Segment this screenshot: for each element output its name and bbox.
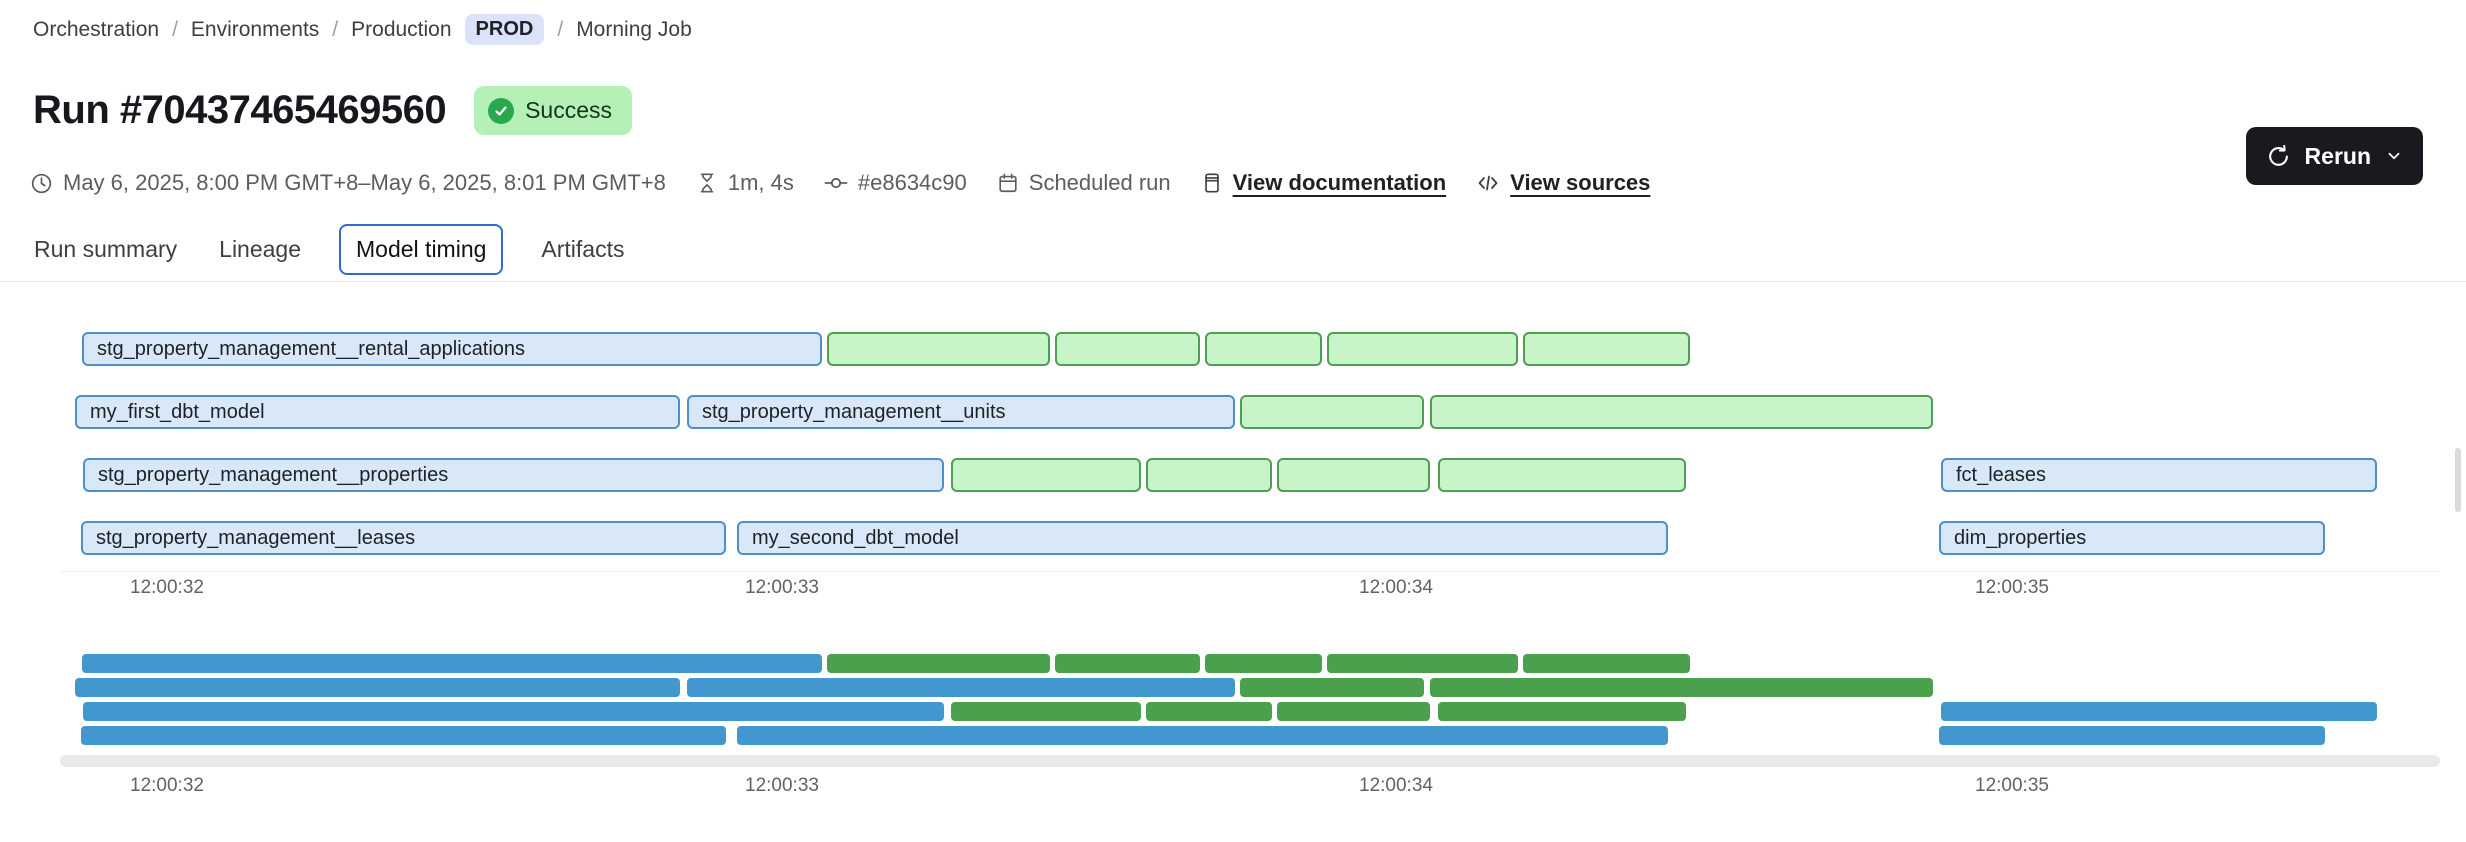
time-tick-label: 12:00:33: [745, 577, 819, 598]
gantt-bar-label: my_second_dbt_model: [752, 526, 959, 549]
time-tick-label: 12:00:35: [1975, 775, 2049, 796]
view-documentation-link[interactable]: View documentation: [1201, 170, 1446, 196]
minimap-bar: [1240, 678, 1424, 697]
minimap-bar: [951, 702, 1141, 721]
minimap-bar: [737, 726, 1668, 745]
gantt-bar-label: my_first_dbt_model: [90, 400, 265, 423]
gantt-bar[interactable]: [951, 458, 1141, 492]
gantt-bar[interactable]: [1146, 458, 1272, 492]
minimap-bar: [1055, 654, 1200, 673]
minimap-bar: [1438, 702, 1686, 721]
minimap-bar: [1146, 702, 1272, 721]
breadcrumb-production[interactable]: Production: [351, 17, 452, 41]
gantt-bar-label: stg_property_management__leases: [96, 526, 416, 549]
minimap-bar: [687, 678, 1235, 697]
minimap-bar: [82, 654, 822, 673]
gantt-bar-label: stg_property_management__properties: [98, 463, 449, 486]
refresh-icon: [2266, 144, 2291, 169]
gantt-bar-label: fct_leases: [1956, 463, 2047, 486]
gantt-bar-label: stg_property_management__rental_applicat…: [97, 337, 526, 360]
breadcrumb-environments[interactable]: Environments: [190, 17, 320, 41]
check-icon: [488, 97, 515, 124]
gantt-bar[interactable]: [1438, 458, 1686, 492]
clock-icon: [30, 172, 53, 195]
gantt-bar[interactable]: [827, 332, 1050, 366]
tab-lineage[interactable]: Lineage: [219, 236, 302, 262]
run-commit: #e8634c90: [824, 170, 967, 196]
commit-icon: [824, 171, 848, 195]
time-tick-label: 12:00:34: [1359, 775, 1433, 796]
status-label: Success: [525, 97, 612, 123]
gantt-axis-line: [60, 571, 2440, 572]
minimap-bar: [83, 702, 944, 721]
minimap-bar: [1430, 678, 1933, 697]
status-badge: Success: [474, 86, 632, 135]
calendar-icon: [997, 172, 1019, 194]
tab-bar-divider: [0, 281, 2466, 282]
code-icon: [1476, 171, 1500, 195]
minimap-bar: [1205, 654, 1322, 673]
minimap-bar: [827, 654, 1050, 673]
run-meta-row: May 6, 2025, 8:00 PM GMT+8–May 6, 2025, …: [30, 170, 1650, 196]
gantt-bar-label: stg_property_management__units: [702, 400, 1006, 423]
minimap-bar: [1327, 654, 1518, 673]
breadcrumb-separator: /: [332, 17, 339, 41]
run-time-range: May 6, 2025, 8:00 PM GMT+8–May 6, 2025, …: [30, 170, 666, 196]
minimap-bar: [81, 726, 726, 745]
breadcrumb-separator: /: [557, 17, 564, 41]
run-header: Run #70437465469560 Success: [33, 86, 632, 135]
gantt-bar-fct_leases[interactable]: fct_leases: [1941, 458, 2377, 492]
rerun-button[interactable]: Rerun: [2245, 127, 2423, 185]
tab-bar: Run summary Lineage Model timing Artifac…: [30, 224, 628, 275]
vertical-scrollbar-thumb[interactable]: [2455, 448, 2461, 512]
minimap-bar: [1939, 726, 2325, 745]
chevron-down-icon: [2385, 147, 2403, 165]
gantt-bar-my_second_dbt_model[interactable]: my_second_dbt_model: [737, 521, 1668, 555]
rerun-label: Rerun: [2304, 142, 2371, 169]
documentation-icon: [1201, 172, 1223, 194]
gantt-bar-label: dim_properties: [1954, 526, 2087, 549]
view-sources-link[interactable]: View sources: [1476, 170, 1650, 196]
gantt-bar-stg_property_management__rental_applications[interactable]: stg_property_management__rental_applicat…: [82, 332, 822, 366]
page-title: Run #70437465469560: [33, 88, 447, 132]
gantt-bar-stg_property_management__leases[interactable]: stg_property_management__leases: [81, 521, 726, 555]
minimap-bar: [75, 678, 680, 697]
time-tick-label: 12:00:32: [130, 577, 204, 598]
gantt-bar[interactable]: [1055, 332, 1200, 366]
breadcrumb-orchestration[interactable]: Orchestration: [33, 17, 160, 41]
gantt-bar[interactable]: [1327, 332, 1518, 366]
environment-prod-badge: PROD: [464, 14, 545, 45]
minimap-bar: [1277, 702, 1430, 721]
tab-artifacts[interactable]: Artifacts: [541, 236, 625, 262]
gantt-bar[interactable]: [1430, 395, 1933, 429]
hourglass-icon: [696, 172, 718, 194]
gantt-bar-dim_properties[interactable]: dim_properties: [1939, 521, 2325, 555]
gantt-bar-stg_property_management__properties[interactable]: stg_property_management__properties: [83, 458, 944, 492]
tab-model-timing[interactable]: Model timing: [339, 224, 504, 275]
time-tick-label: 12:00:33: [745, 775, 819, 796]
breadcrumb-separator: /: [172, 17, 178, 41]
minimap-bar: [1523, 654, 1690, 673]
tab-run-summary[interactable]: Run summary: [34, 236, 178, 262]
gantt-bar[interactable]: [1523, 332, 1690, 366]
gantt-bar[interactable]: [1240, 395, 1424, 429]
gantt-bar[interactable]: [1277, 458, 1430, 492]
gantt-bar-my_first_dbt_model[interactable]: my_first_dbt_model: [75, 395, 680, 429]
breadcrumb-morning-job[interactable]: Morning Job: [576, 17, 692, 41]
breadcrumb: Orchestration / Environments / Productio…: [33, 14, 692, 45]
time-tick-label: 12:00:32: [130, 775, 204, 796]
gantt-bar-stg_property_management__units[interactable]: stg_property_management__units: [687, 395, 1235, 429]
time-tick-label: 12:00:35: [1975, 577, 2049, 598]
run-duration: 1m, 4s: [696, 170, 794, 196]
gantt-bar[interactable]: [1205, 332, 1322, 366]
minimap-scroll-track[interactable]: [60, 755, 2440, 767]
minimap-bar: [1941, 702, 2377, 721]
time-tick-label: 12:00:34: [1359, 577, 1433, 598]
run-trigger: Scheduled run: [997, 170, 1171, 196]
